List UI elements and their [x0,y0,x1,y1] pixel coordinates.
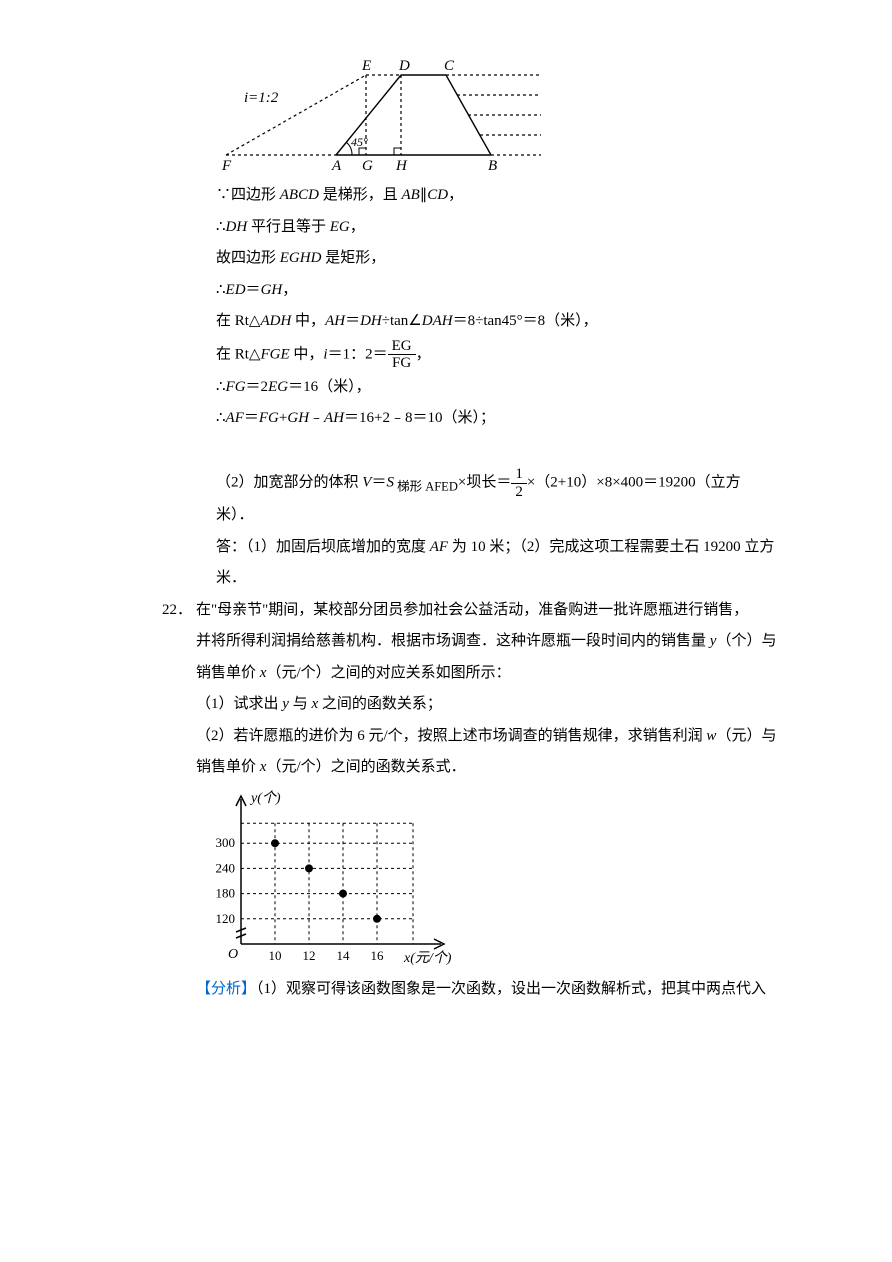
sol-line-7: ∴FG＝2EG＝16（米）， [216,372,806,404]
svg-text:D: D [398,58,410,74]
svg-text:180: 180 [216,885,236,900]
svg-text:10: 10 [269,948,282,963]
svg-text:B: B [488,158,497,174]
svg-text:E: E [361,58,371,74]
svg-text:H: H [395,158,408,174]
sol-line-6: 在 Rt△FGE 中，i＝1：2＝EGFG， [216,338,806,372]
sol-line-11: 答：（1）加固后坝底增加的宽度 AF 为 10 米；（2）完成这项工程需要土石 … [216,532,806,564]
q22-p5: （2）若许愿瓶的进价为 6 元/个，按照上述市场调查的销售规律，求销售利润 w（… [196,721,806,753]
svg-text:45°: 45° [351,135,368,149]
svg-text:i=1:2: i=1:2 [244,90,279,106]
sol-line-10: 米）． [216,500,806,532]
svg-text:y(个): y(个) [249,790,281,806]
analysis-line: 【分析】（1）观察可得该函数图象是一次函数，设出一次函数解析式，把其中两点代入 [196,974,806,1006]
q22-p4: （1）试求出 y 与 x 之间的函数关系； [196,689,806,721]
sol-line-9: （2）加宽部分的体积 V＝S 梯形 AFED×坝长＝12×（2+10）×8×40… [216,466,806,500]
blank-line [216,435,806,467]
svg-text:12: 12 [303,948,316,963]
analysis-tag: 【分析】 [196,981,256,997]
svg-text:G: G [362,158,373,174]
sol-line-5: 在 Rt△ADH 中，AH＝DH÷tan∠DAH＝8÷tan45°＝8（米）， [216,306,806,338]
trapezoid-diagram: E D C F A G H B i=1:2 45° [216,40,546,180]
q22-p3: 销售单价 x（元/个）之间的对应关系如图所示： [196,658,806,690]
figure-trapezoid: E D C F A G H B i=1:2 45° [196,40,806,180]
svg-text:14: 14 [337,948,351,963]
svg-text:C: C [444,58,455,74]
sol-line-1: ∵四边形 ABCD 是梯形，且 AB∥CD， [216,180,806,212]
q22-p2: 并将所得利润捐给慈善机构．根据市场调查．这种许愿瓶一段时间内的销售量 y（个）与 [196,626,806,658]
sol-line-3: 故四边形 EGHD 是矩形， [216,243,806,275]
sol-line-2: ∴DH 平行且等于 EG， [216,212,806,244]
svg-text:300: 300 [216,835,236,850]
sol-line-8: ∴AF＝FG+GH﹣AH＝16+2﹣8＝10（米）； [216,403,806,435]
q22-p6: 销售单价 x（元/个）之间的函数关系式． [196,752,806,784]
svg-text:A: A [331,158,342,174]
svg-text:16: 16 [371,948,385,963]
sol-line-12: 米． [216,563,806,595]
svg-text:F: F [221,158,232,174]
q22-p1: 在"母亲节"期间，某校部分团员参加社会公益活动，准备购进一批许愿瓶进行销售， [196,595,806,627]
sol-line-4: ∴ED＝GH， [216,275,806,307]
svg-text:240: 240 [216,860,236,875]
sales-chart: y(个) x(元/个) O 300 240 180 120 10 12 14 16 [196,784,806,974]
svg-text:120: 120 [216,910,236,925]
svg-text:x(元/个): x(元/个) [403,950,452,966]
q22-number: 22． [162,595,196,627]
svg-text:O: O [228,947,238,962]
